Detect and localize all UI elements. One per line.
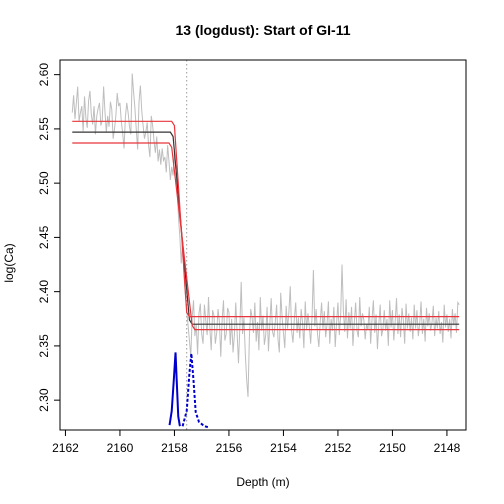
- x-tick-label: 2158: [161, 441, 188, 455]
- y-tick-label: 2.30: [37, 388, 51, 412]
- x-tick-label: 2162: [52, 441, 79, 455]
- y-tick-label: 2.45: [37, 225, 51, 249]
- upper-bound-line: [72, 120, 460, 318]
- x-tick-label: 2160: [107, 441, 134, 455]
- end-density-curve: [181, 353, 209, 429]
- y-tick-label: 2.35: [37, 334, 51, 358]
- fit-line: [72, 131, 460, 325]
- y-tick-label: 2.40: [37, 280, 51, 304]
- x-tick-label: 2150: [379, 441, 406, 455]
- y-axis-label: log(Ca): [2, 243, 16, 282]
- x-tick-label: 2154: [270, 441, 297, 455]
- fit-lines-layer: [72, 120, 460, 331]
- chart-title: 13 (logdust): Start of GI-11: [175, 22, 350, 38]
- lower-bound-line: [72, 142, 460, 331]
- x-tick-label: 2152: [325, 441, 352, 455]
- x-tick-label: 2156: [216, 441, 243, 455]
- y-tick-label: 2.60: [37, 63, 51, 87]
- y-tick-label: 2.50: [37, 171, 51, 195]
- onset-density-curve: [168, 352, 181, 427]
- raw-data-line: [71, 73, 460, 397]
- plot-frame: [59, 59, 467, 431]
- axes-layer: 2162 2160 2158 2156 2154 2152 2150 2148 2.30 2.35…: [37, 59, 467, 455]
- y-tick-label: 2.55: [37, 117, 51, 141]
- x-axis-label: Depth (m): [236, 475, 289, 489]
- raw-data-layer: [71, 73, 460, 397]
- x-tick-label: 2148: [434, 441, 461, 455]
- density-layer: [168, 352, 209, 429]
